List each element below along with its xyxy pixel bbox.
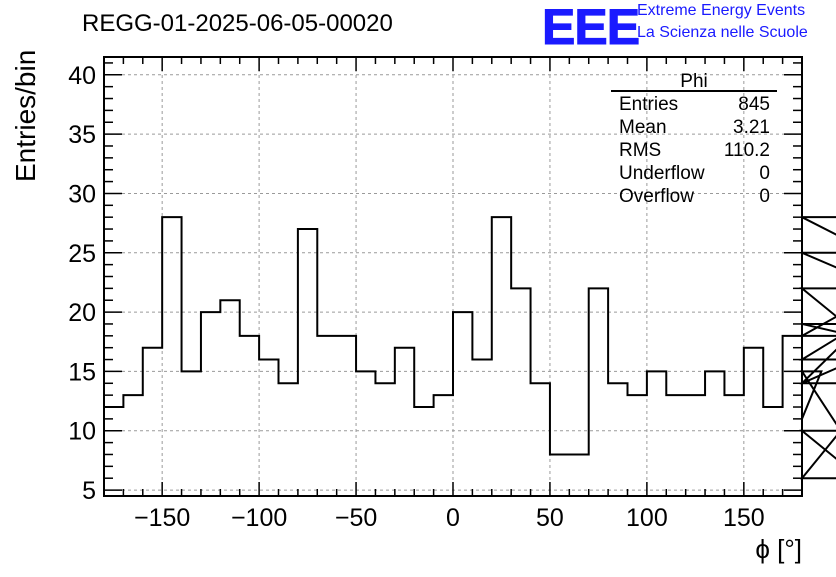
y-tick-label: 30 [68,180,96,208]
stats-value: 110.2 [724,140,770,161]
y-tick-label: 40 [68,62,96,90]
x-tick-label: −50 [335,504,377,532]
stats-title: Phi [680,71,707,92]
stats-label: Entries [619,94,678,115]
stats-value: 845 [738,94,770,115]
histogram-line [104,217,836,478]
y-tick-label: 5 [82,477,96,505]
chart-title: REGG-01-2025-06-05-00020 [82,10,393,38]
y-tick-label: 35 [68,121,96,149]
stats-value: 0 [759,163,770,184]
stats-label: Underflow [619,163,705,184]
stats-label: Mean [619,117,667,138]
x-tick-label: 150 [723,504,765,532]
y-tick-label: 10 [68,418,96,446]
brand-line-1: Extreme Energy Events [637,2,805,20]
y-tick-label: 20 [68,299,96,327]
stats-value: 0 [759,186,770,207]
y-axis-label: Entries/bin [10,50,42,182]
eee-logo: EEE [542,0,639,56]
stats-label: Overflow [619,186,694,207]
x-axis-label: ϕ [°] [755,534,802,565]
x-tick-label: −150 [134,504,190,532]
x-tick-label: 50 [536,504,564,532]
stats-value: 3.21 [733,117,770,138]
x-tick-label: −100 [231,504,287,532]
x-tick-label: 100 [626,504,668,532]
y-tick-label: 25 [68,240,96,268]
y-tick-label: 15 [68,358,96,386]
brand-line-2: La Scienza nelle Scuole [637,24,808,42]
stats-label: RMS [619,140,661,161]
x-tick-label: 0 [446,504,460,532]
